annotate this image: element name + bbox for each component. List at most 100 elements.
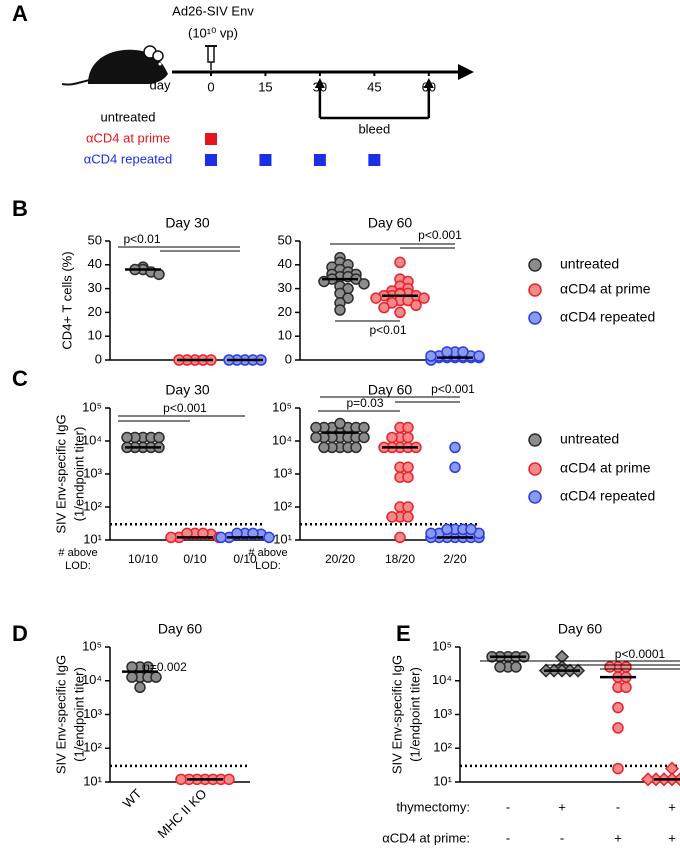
counts-label: LOD:	[255, 560, 281, 572]
data-point	[604, 661, 616, 673]
y-tick-label: 10	[278, 328, 292, 343]
treatment-marker	[368, 154, 381, 166]
data-point	[425, 527, 437, 540]
data-point	[386, 431, 398, 444]
p-value-label: p<0.001	[163, 401, 207, 415]
y-tick-label: 10³	[273, 465, 292, 480]
data-point	[223, 773, 235, 786]
panel-label: E	[396, 621, 411, 646]
data-point	[358, 431, 370, 444]
condition-value: -	[506, 799, 510, 814]
data-point	[510, 661, 522, 673]
legend-marker	[528, 311, 542, 325]
count-label: 0/10	[183, 552, 207, 566]
y-axis-label: SIV Env-specific IgG	[53, 414, 68, 533]
data-point	[165, 531, 177, 544]
legend-marker	[528, 433, 542, 447]
data-point	[378, 301, 390, 314]
panel-label: C	[12, 366, 28, 391]
data-point	[358, 278, 370, 290]
legend-marker	[528, 258, 542, 272]
y-axis-label: SIV Env-specific IgG	[53, 655, 68, 774]
data-point	[318, 441, 330, 454]
condition-value: +	[558, 799, 566, 814]
y-tick-label: 10⁵	[82, 399, 102, 414]
data-point	[465, 523, 477, 536]
chart-title: Day 60	[368, 215, 413, 231]
y-tick-label: 10¹	[83, 773, 102, 788]
data-point	[310, 431, 322, 444]
y-tick-label: 40	[278, 256, 292, 271]
p-value-label: p<0.001	[431, 382, 475, 396]
legend-marker	[528, 490, 542, 504]
data-point	[640, 772, 656, 787]
dose-label: (10¹⁰ vp)	[188, 25, 238, 40]
data-point	[410, 299, 422, 312]
p-value-label: p<0.001	[418, 228, 462, 242]
y-tick-label: 10⁴	[432, 672, 452, 687]
data-point	[263, 531, 275, 544]
count-label: 10/10	[128, 552, 158, 566]
condition-label: αCD4 at prime:	[382, 830, 470, 845]
y-axis-label: CD4+ T cells (%)	[59, 251, 74, 349]
panel-label: D	[12, 621, 28, 646]
y-axis-label: (1/endpoint titer)	[71, 667, 86, 762]
x-tick-label: MHC II KO	[155, 786, 210, 841]
p-value-label: p<0.0001	[615, 647, 666, 661]
data-point	[402, 431, 414, 444]
treatment-marker	[313, 154, 326, 166]
day-label: 45	[367, 79, 381, 94]
data-point	[394, 531, 406, 544]
condition-value: +	[668, 799, 676, 814]
data-point	[386, 511, 398, 523]
data-point	[418, 292, 430, 304]
mouse-icon	[61, 45, 168, 86]
y-tick-label: 20	[278, 304, 292, 319]
data-point	[121, 431, 133, 444]
data-point	[358, 421, 370, 434]
day-label: 0	[207, 79, 214, 94]
y-tick-label: 30	[278, 280, 292, 295]
p-value-label: p<0.01	[123, 232, 160, 246]
legend-label: αCD4 at prime	[560, 281, 651, 297]
y-tick-label: 0	[95, 351, 102, 366]
data-point	[402, 501, 414, 513]
y-tick-label: 10²	[83, 740, 102, 755]
panel-label: A	[12, 1, 28, 26]
y-tick-label: 50	[88, 232, 102, 247]
legend-marker	[528, 462, 542, 476]
condition-value: -	[616, 799, 620, 814]
chart-title: Day 60	[158, 621, 203, 637]
panel-label: B	[12, 196, 28, 221]
counts-label: # above	[248, 547, 287, 559]
data-point	[134, 681, 146, 694]
counts-label: LOD:	[65, 560, 91, 572]
chart-title: Day 30	[165, 382, 210, 398]
y-tick-label: 10³	[83, 465, 102, 480]
data-point	[126, 671, 138, 683]
group-label: αCD4 repeated	[84, 151, 172, 166]
y-axis-label: SIV Env-specific IgG	[389, 655, 404, 774]
data-point	[370, 292, 382, 304]
y-tick-label: 10³	[433, 706, 452, 721]
vaccine-label: Ad26-SIV Env	[172, 3, 254, 18]
bleed-arrowhead	[314, 78, 325, 88]
condition-value: -	[506, 830, 510, 845]
p-value-label: p<0.01	[369, 323, 406, 337]
y-tick-label: 10⁵	[272, 399, 292, 414]
counts-label: # above	[58, 547, 97, 559]
data-point	[612, 722, 624, 734]
legend-label: αCD4 at prime	[560, 460, 651, 476]
y-tick-label: 10⁴	[82, 672, 102, 687]
y-tick-label: 30	[88, 280, 102, 295]
axis-label: day	[150, 77, 171, 92]
data-point	[457, 346, 469, 358]
condition-value: -	[560, 830, 564, 845]
data-point	[441, 523, 453, 536]
data-point	[441, 346, 453, 358]
bleed-label: bleed	[358, 121, 390, 136]
y-tick-label: 10⁵	[432, 638, 452, 653]
data-point	[402, 471, 414, 483]
